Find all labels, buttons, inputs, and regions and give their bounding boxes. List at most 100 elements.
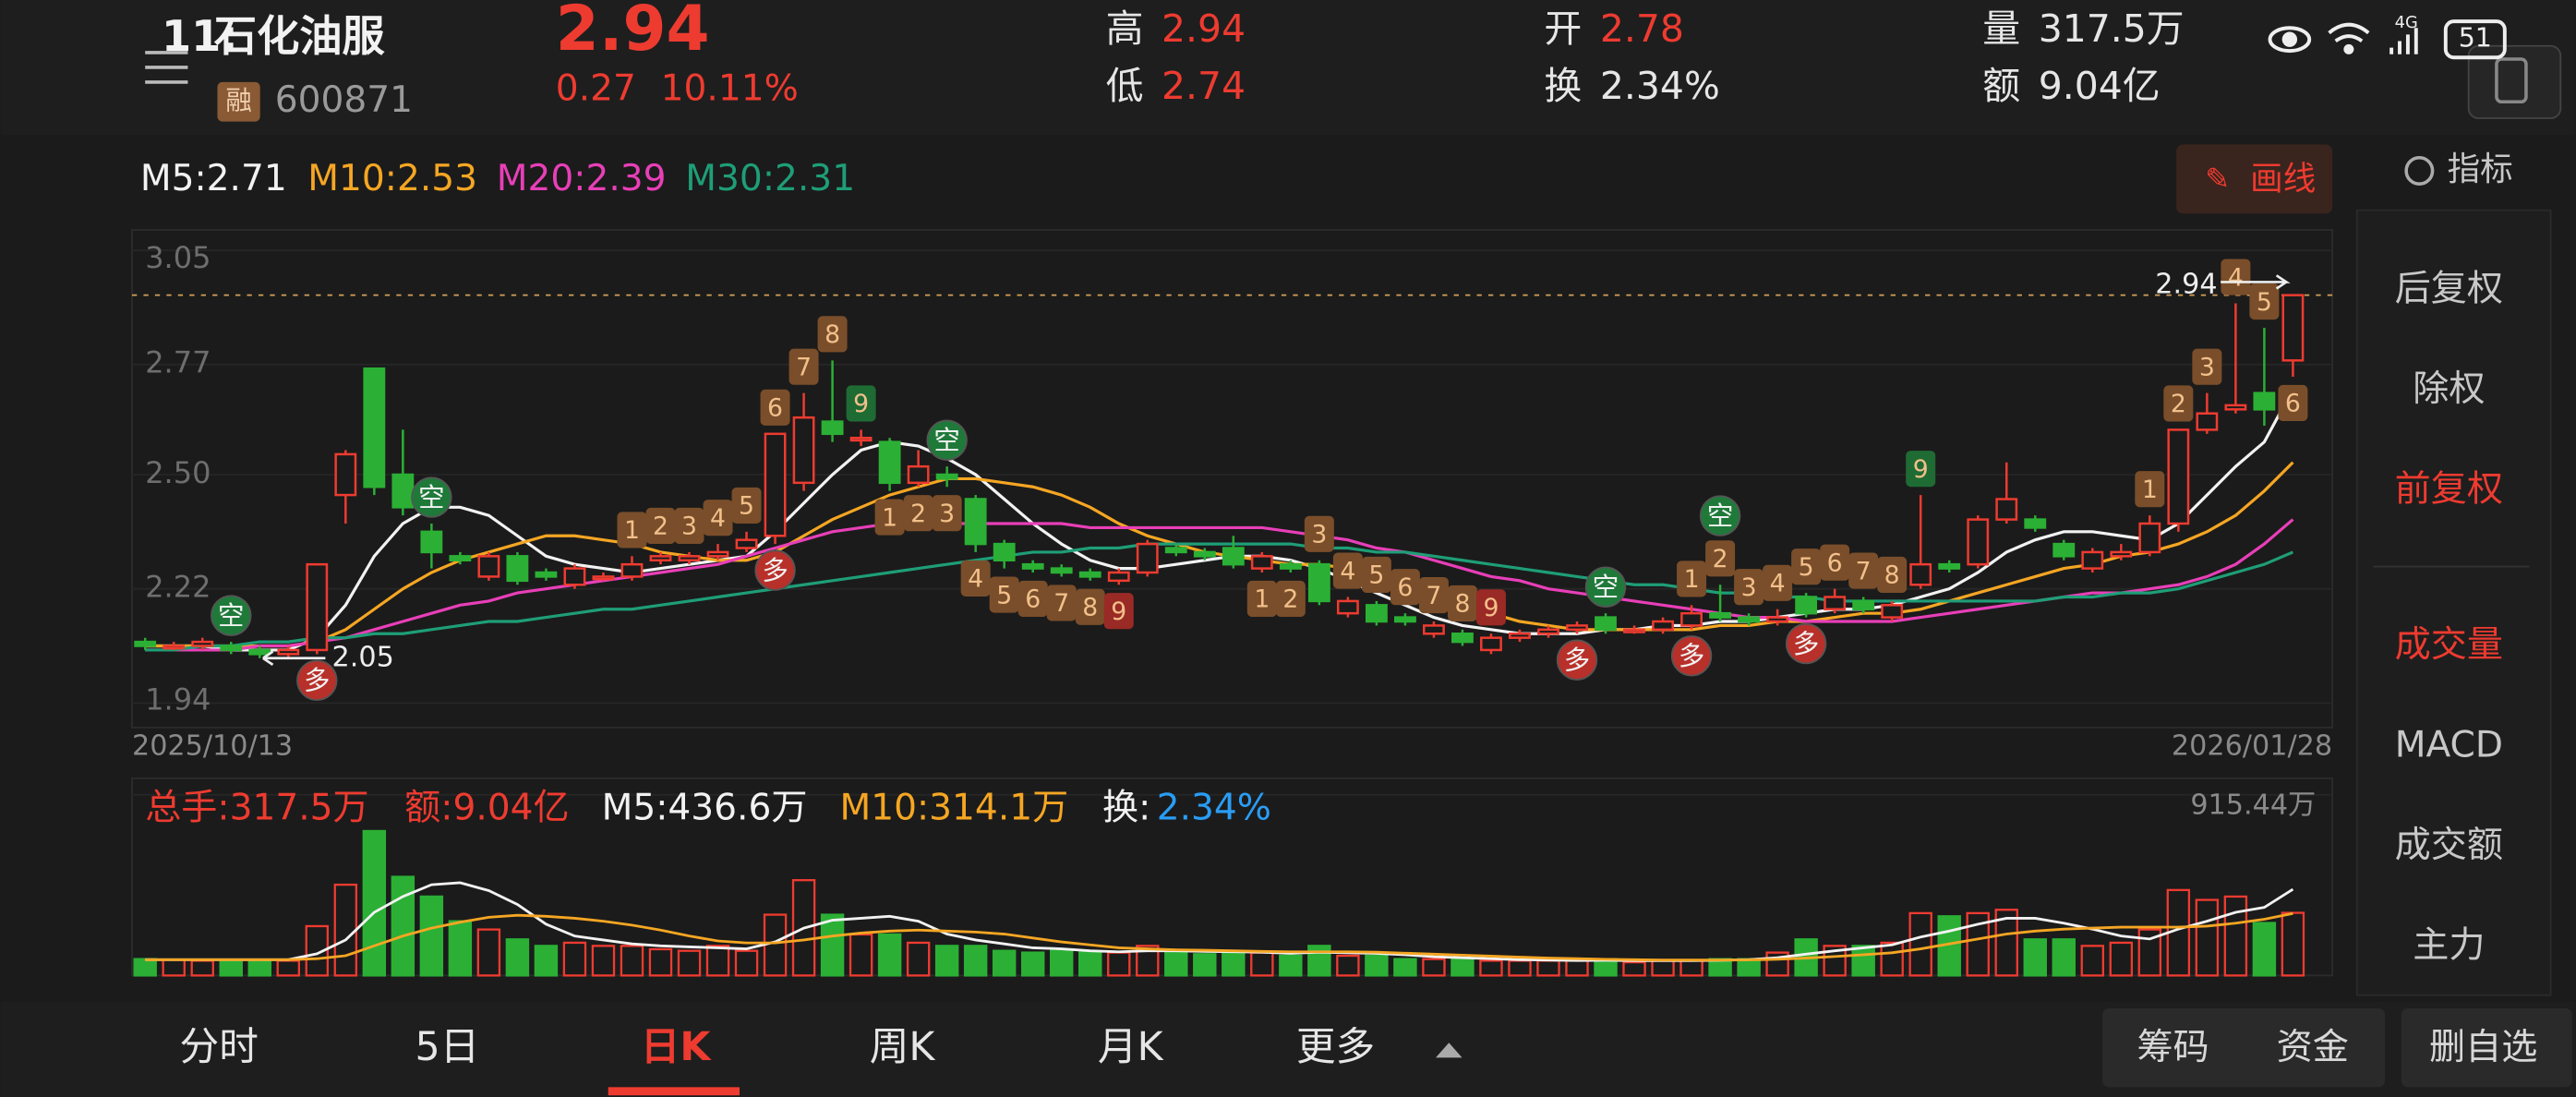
menu-icon[interactable] <box>145 51 188 84</box>
candle-body <box>1078 571 1101 578</box>
draw-button: 画线 <box>2250 161 2316 199</box>
volume-bar <box>534 945 559 977</box>
signal-badge <box>1877 556 1908 594</box>
candle-body <box>1738 616 1761 623</box>
stat-value: 2.94 <box>1162 6 1246 51</box>
volume-legend: 额:9.04亿 <box>404 787 569 828</box>
signal-text: 空 <box>933 425 959 455</box>
sidebar-item: 成交额 <box>2395 825 2503 866</box>
signal-badge <box>1475 589 1506 626</box>
candle-body <box>792 416 815 485</box>
signal-badge <box>2135 471 2165 508</box>
signal-circle <box>211 595 252 636</box>
tab[interactable]: 分时 <box>180 1024 259 1070</box>
signal-badge <box>846 385 876 422</box>
volume-bar <box>1737 958 1761 977</box>
signal-text: 2 <box>910 500 926 528</box>
volume-bar <box>2223 895 2248 977</box>
volume-legend: M5:436.6万 <box>602 787 808 828</box>
signal-badge <box>674 507 704 545</box>
volume-bar <box>1164 949 1188 977</box>
draw-button-bg[interactable] <box>2176 144 2333 214</box>
signal-badge <box>1677 561 1707 597</box>
signal-text: 9 <box>853 390 869 418</box>
signal-text: 6 <box>767 394 783 423</box>
signal-badge <box>874 499 905 536</box>
action-button[interactable]: 资金 <box>2277 1027 2349 1068</box>
volume-bar <box>333 883 358 977</box>
ma-line <box>145 388 2294 652</box>
candle-body <box>620 562 644 578</box>
icon-box[interactable] <box>2467 44 2562 119</box>
volume-bar <box>505 938 530 977</box>
candle-body <box>1938 562 1961 570</box>
sidebar-item: 前复权 <box>2395 468 2503 510</box>
volume-ma-line <box>145 911 2293 962</box>
signal-text: 多 <box>1679 641 1704 671</box>
signal-text: 5 <box>1368 561 1384 590</box>
change: 0.27 <box>556 67 636 109</box>
volume-bar <box>305 924 330 977</box>
candle-body <box>993 542 1016 562</box>
stat-value: 2.78 <box>1600 6 1684 51</box>
volume-bar <box>877 933 902 977</box>
action-button[interactable]: 筹码 <box>2137 1027 2209 1068</box>
signal-text: 4 <box>1770 570 1786 598</box>
tab[interactable]: 月K <box>1098 1024 1164 1070</box>
sidebar-item: 除权 <box>2413 368 2485 410</box>
signal-badge <box>703 500 733 536</box>
volume-bar <box>1136 945 1160 977</box>
tab[interactable]: 日K <box>641 1024 713 1070</box>
tab[interactable]: 更多 <box>1296 1024 1375 1070</box>
candle-body <box>1050 567 1073 574</box>
volume-bar <box>1222 951 1246 977</box>
candle-body <box>2224 404 2247 411</box>
signal-circle <box>1785 622 1827 665</box>
volume-bar <box>247 960 271 977</box>
volume-bar <box>1479 959 1503 977</box>
sidebar-title: 指标 <box>2448 151 2513 188</box>
signal-text: 3 <box>2199 353 2215 381</box>
volume-bar <box>1050 949 1074 977</box>
volume-bar <box>763 913 788 977</box>
signal-text: 6 <box>1025 585 1041 614</box>
candle-body <box>1393 616 1416 623</box>
volume-bar <box>1622 960 1646 977</box>
signal-text: 8 <box>825 320 840 349</box>
candle-body <box>1537 628 1559 635</box>
signal-text: 9 <box>1111 597 1126 626</box>
signal-text: 8 <box>1884 561 1900 590</box>
candle-body <box>2196 412 2219 431</box>
candle-body <box>735 538 758 549</box>
sidebar-panel <box>2355 209 2552 996</box>
action-button[interactable]: 删自选 <box>2429 1027 2537 1068</box>
signal-text: 9 <box>1913 455 1929 484</box>
badge: 融 <box>225 85 251 115</box>
signal-badge <box>1075 588 1105 625</box>
volume-bar <box>849 933 873 977</box>
signal-text: 5 <box>739 492 754 521</box>
volume-bar <box>2052 938 2076 977</box>
stat-value: 317.5万 <box>2039 6 2185 51</box>
candle-body <box>563 567 586 586</box>
more-arrow <box>1436 1043 1463 1058</box>
volume-legend: 换: <box>1102 787 1150 828</box>
tab[interactable]: 5日 <box>415 1024 480 1070</box>
candle-body <box>678 555 701 562</box>
candle-body <box>334 452 357 497</box>
volume-bar <box>362 829 387 977</box>
signal-text: 1 <box>624 516 640 545</box>
candle-body <box>1595 616 1617 632</box>
sidebar-item: MACD <box>2395 725 2503 766</box>
tab[interactable]: 周K <box>870 1024 936 1070</box>
status-icons <box>2268 19 2507 60</box>
annotation-arrow <box>262 650 326 666</box>
candle-body <box>477 555 500 578</box>
signal-text: 空 <box>1707 500 1733 531</box>
candle-body <box>935 473 958 480</box>
battery-level: 51 <box>2459 23 2492 54</box>
candle-body <box>1365 604 1388 623</box>
candle-body <box>964 498 987 546</box>
